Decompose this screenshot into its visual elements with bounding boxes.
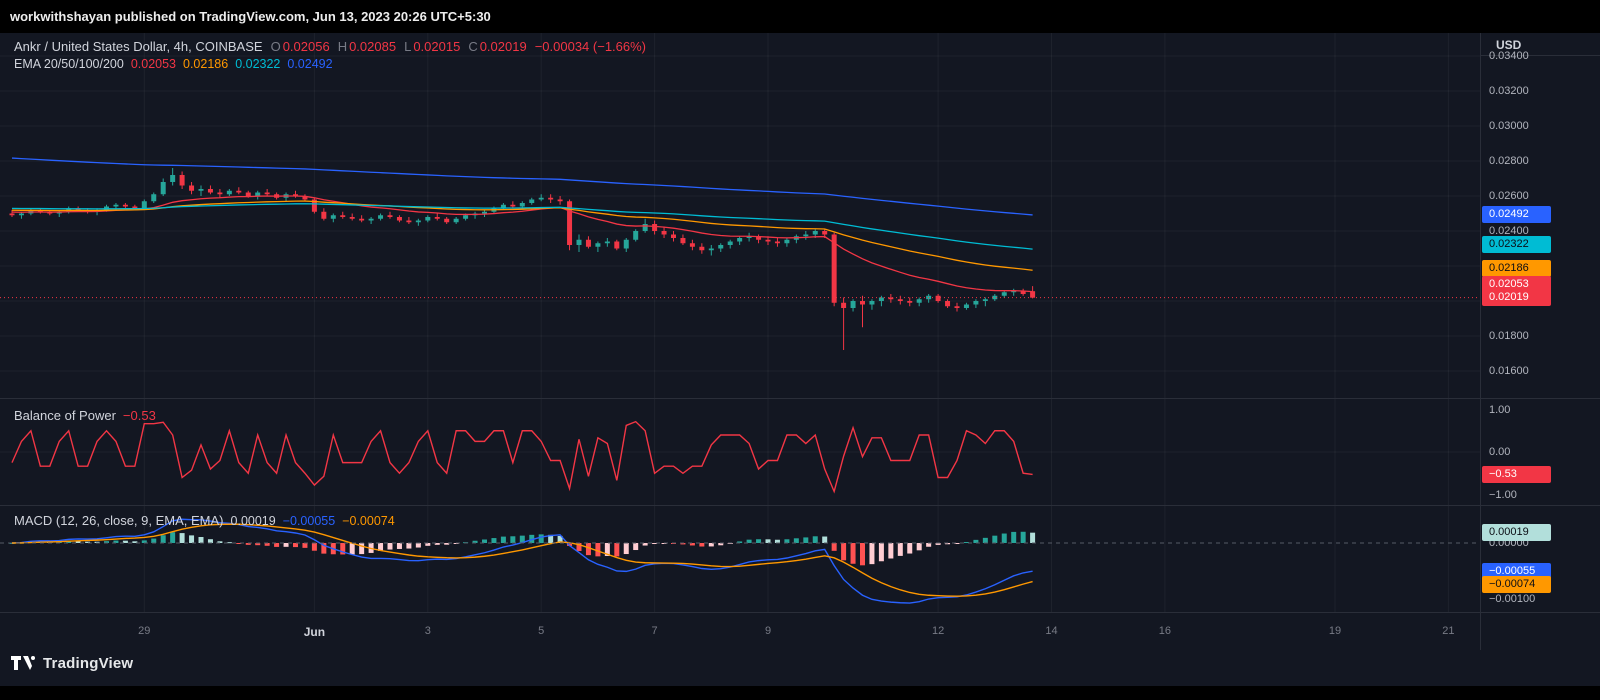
macd-value: −0.00074 [342, 514, 395, 528]
chart-background[interactable] [0, 33, 1600, 686]
candles [9, 168, 1036, 350]
bop-axis-label: 1.00 [1489, 403, 1511, 416]
symbol-title: Ankr / United States Dollar, 4h, COINBAS… [14, 39, 263, 54]
ohlc-value: 0.02085 [349, 39, 397, 54]
ohlc-value: 0.02056 [282, 39, 330, 54]
price-axis-label: 0.03000 [1489, 120, 1529, 132]
tradingview-logo-icon [11, 656, 35, 670]
ema-value: 0.02322 [235, 57, 281, 71]
ohlc-value: 0.02015 [413, 39, 461, 54]
bop-value-badge: −0.53 [1482, 466, 1551, 484]
overlays [0, 297, 1480, 544]
time-axis-divider [0, 612, 1600, 613]
pane-divider-bop-macd[interactable] [0, 505, 1600, 506]
price-axis-label: 0.03400 [1489, 50, 1529, 62]
time-axis-label: 7 [651, 625, 658, 637]
price-badge: 0.02322 [1482, 236, 1551, 254]
macd-value-badge: 0.00019 [1482, 523, 1551, 541]
price-axis-label: 0.03200 [1489, 85, 1529, 97]
ohlc-values: O 0.02056 H 0.02085 L 0.02015 C 0.02019 [263, 39, 527, 54]
bop-axis-label: −1.00 [1489, 488, 1517, 501]
axis-header-divider [1480, 55, 1600, 56]
time-scale[interactable]: 29 Jun 3 5 7 9 12 14 16 19 21 [0, 613, 1480, 650]
bop-axis-label: 0.00 [1489, 446, 1511, 458]
ema-value: 0.02492 [287, 57, 333, 71]
time-axis-label: 19 [1328, 625, 1342, 637]
gridlines [0, 33, 1480, 612]
macd-value: 0.00019 [230, 514, 276, 528]
ohlc-key: O [270, 39, 281, 54]
time-axis-label: 12 [931, 625, 945, 637]
bop-value: −0.53 [122, 408, 156, 423]
price-badge: 0.02492 [1482, 206, 1551, 224]
time-axis-label: 3 [424, 625, 431, 637]
bop-legend: Balance of Power −0.53 [14, 408, 156, 423]
ema-legend-label: EMA 20/50/100/200 [14, 57, 124, 71]
bottom-bar [0, 686, 1600, 700]
time-axis-label: 16 [1158, 625, 1172, 637]
price-axis-label: 0.01600 [1489, 365, 1529, 377]
ohlc-key: C [468, 39, 478, 54]
ema-value: 0.02186 [183, 57, 229, 71]
time-axis-label: 21 [1442, 625, 1455, 637]
symbol-legend: Ankr / United States Dollar, 4h, COINBAS… [14, 39, 646, 54]
price-axis-label: 0.02600 [1489, 190, 1529, 202]
macd-plot [9, 518, 1036, 604]
price-scale-divider [1480, 33, 1481, 650]
bop-legend-label: Balance of Power [14, 408, 116, 423]
macd-value-badge: −0.00074 [1482, 575, 1551, 593]
tradingview-logo-text: TradingView [43, 654, 134, 672]
price-change: −0.00034 (−1.66%) [534, 39, 647, 54]
price-scale[interactable]: USD 0.03400 0.03200 0.03000 0.02800 0.02600 0… [1480, 0, 1600, 700]
price-badge: 0.02053 [1482, 276, 1551, 294]
macd-values: 0.00019 −0.00055 −0.00074 [224, 513, 395, 528]
price-axis-label: 0.01800 [1489, 330, 1529, 342]
time-axis-label: 29 [138, 625, 151, 637]
macd-legend-label: MACD (12, 26, close, 9, EMA, EMA) [14, 513, 224, 528]
time-axis-label: Jun [303, 625, 326, 639]
price-axis-label: 0.02800 [1489, 155, 1529, 167]
macd-legend: MACD (12, 26, close, 9, EMA, EMA) 0.0001… [14, 513, 395, 528]
price-badge: 0.02186 [1482, 259, 1551, 277]
pane-divider-main-bop[interactable] [0, 398, 1600, 399]
macd-axis-label: −0.00100 [1489, 593, 1536, 605]
time-axis-label: 14 [1045, 625, 1058, 637]
bop-plot [11, 420, 1033, 494]
ohlc-key: H [337, 39, 348, 54]
ema-legend: EMA 20/50/100/200 0.02053 0.02186 0.02322 0… [14, 57, 333, 71]
tradingview-logo[interactable]: TradingView [10, 653, 133, 673]
macd-value: −0.00055 [282, 514, 336, 528]
last-price-badge: 0.02019 [1482, 289, 1551, 307]
time-axis-label: 9 [764, 625, 772, 637]
macd-value-badge: −0.00055 [1482, 562, 1551, 580]
time-axis-label: 5 [538, 625, 545, 637]
publish-header-text: workwithshayan published on TradingView.… [10, 9, 491, 24]
ema-value: 0.02053 [130, 57, 176, 71]
ema-values: 0.02053 0.02186 0.02322 0.02492 [124, 57, 333, 71]
publish-header: workwithshayan published on TradingView.… [0, 0, 1600, 33]
ema-lines [11, 157, 1033, 293]
ohlc-key: L [404, 39, 412, 54]
price-axis-label: 0.02400 [1489, 225, 1529, 237]
ohlc-value: 0.02019 [479, 39, 527, 54]
currency-label: USD [1496, 38, 1522, 52]
